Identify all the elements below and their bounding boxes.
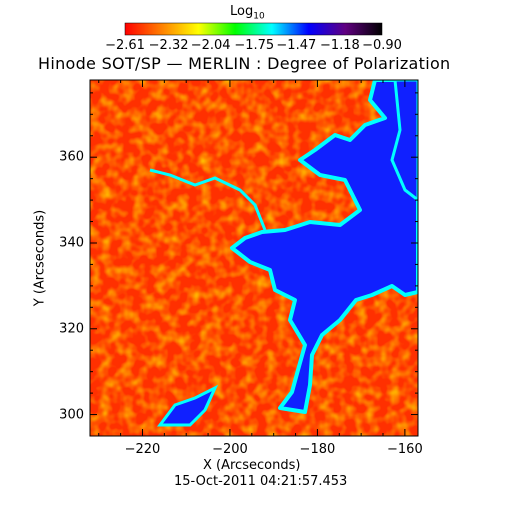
x-tick-label: −180 [299,442,336,457]
timestamp: 15-Oct-2011 04:21:57.453 [174,474,348,489]
x-axis-label: X (Arcseconds) [203,458,301,473]
colorbar-tick-label: −0.90 [362,38,402,53]
polarization-region-upper-right [230,80,418,414]
y-tick-label: 320 [59,321,84,337]
x-tick-label: −220 [124,442,161,457]
high-polarization-region [149,80,418,427]
colorbar-tick-label: −1.18 [319,38,360,53]
colorbar-label: Log10 [230,4,265,22]
colorbar-tick-label: −2.32 [148,38,189,53]
x-tick-label: −160 [387,442,423,457]
y-axis-label: Y (Arcseconds) [32,209,48,307]
axis-ticks [90,80,418,436]
colorbar-tick-label: −1.75 [234,38,275,53]
plot-frame [89,79,419,437]
colorbar-tick-label: −2.04 [190,38,231,53]
colorbar-tick-label: −1.47 [276,38,317,53]
polarization-map [90,80,418,436]
y-tick-label: 340 [59,235,84,251]
colorbar-tick-label: −2.61 [105,38,145,53]
colorbar [124,22,383,36]
y-tick-label: 360 [59,149,84,165]
y-tick-label: 300 [59,407,84,423]
chart-title: Hinode SOT/SP — MERLIN : Degree of Polar… [38,54,451,73]
x-tick-label: −200 [212,442,248,457]
polarization-region-bottom [157,384,219,427]
polarization-region-right-strip [390,80,418,202]
polarization-region-left-filament [149,168,267,231]
